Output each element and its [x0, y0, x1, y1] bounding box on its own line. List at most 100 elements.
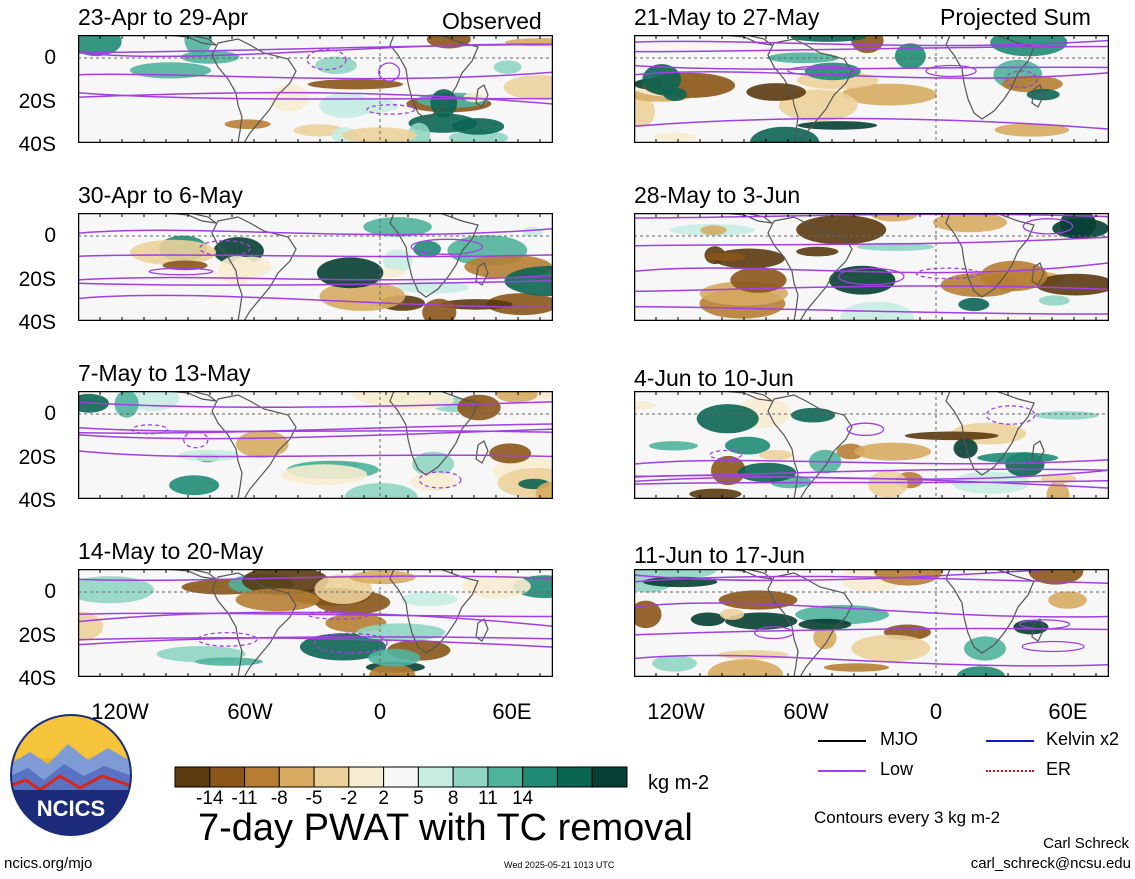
coastline	[767, 394, 853, 499]
coastline	[389, 213, 479, 298]
colorbar	[174, 766, 628, 793]
low-contour	[78, 274, 553, 281]
anomaly-region	[1035, 273, 1109, 296]
anomaly-region	[462, 574, 531, 599]
lat-label-40s: 40S	[18, 667, 56, 690]
anomaly-region	[236, 430, 289, 458]
colorbar-tick-label: -11	[231, 788, 258, 809]
anomaly-region	[293, 124, 345, 137]
lon-label-60w: 60W	[227, 699, 273, 724]
coastline	[211, 394, 297, 499]
low-contour	[634, 285, 1109, 293]
anomaly-region	[823, 663, 889, 672]
anomaly-region	[851, 634, 931, 662]
anomaly-region	[503, 75, 553, 100]
low-contour	[378, 62, 401, 82]
lat-label-20s: 20S	[18, 90, 56, 113]
colorbar-swatch	[556, 766, 593, 788]
author-email[interactable]: carl_schreck@ncsu.edu	[970, 855, 1131, 872]
low-contour	[1018, 619, 1071, 630]
logo-text: NCICS	[37, 796, 105, 821]
map-border	[634, 213, 1109, 321]
anomaly-region	[235, 588, 320, 612]
low-contour	[634, 654, 1109, 667]
anomaly-region	[307, 79, 404, 90]
low-contour	[197, 631, 258, 647]
coastline	[475, 440, 489, 464]
colorbar-tick-label: 2	[378, 788, 389, 809]
anomaly-region	[448, 130, 509, 143]
colorbar-tick-label: -8	[270, 788, 288, 809]
anomaly-region	[790, 35, 866, 42]
anomaly-region	[368, 648, 421, 667]
anomaly-region	[705, 252, 746, 262]
low-contour	[78, 450, 553, 458]
low-contour	[634, 459, 1109, 465]
anomaly-region	[78, 35, 122, 57]
anomaly-region	[229, 256, 272, 278]
legend-label-er: ER	[1046, 759, 1072, 779]
coastline	[475, 84, 489, 108]
colorbar-swatch	[522, 766, 558, 788]
low-contour	[846, 422, 885, 437]
colorbar-swatch	[417, 766, 454, 788]
low-contour	[634, 71, 1109, 79]
anomaly-region	[369, 663, 416, 677]
anomaly-region	[1052, 218, 1109, 239]
anomaly-region	[725, 612, 798, 630]
chart-title: 7-day PWAT with TC removal	[198, 807, 693, 849]
anomaly-region	[412, 451, 455, 477]
anomaly-region	[798, 618, 852, 631]
legend-label-low: Low	[880, 759, 914, 779]
low-contour	[78, 43, 553, 58]
low-contour	[410, 238, 484, 255]
low-contour	[1022, 218, 1074, 235]
anomaly-region	[690, 612, 726, 627]
anomaly-region	[652, 655, 697, 672]
anomaly-region	[648, 441, 698, 451]
map-border	[78, 569, 553, 677]
anomaly-region	[746, 83, 806, 101]
anomaly-region	[642, 64, 681, 95]
anomaly-region	[78, 576, 154, 604]
map-border	[78, 213, 553, 321]
colorbar-tick-label: 11	[478, 788, 498, 809]
low-contour	[78, 294, 553, 309]
coastline	[389, 569, 479, 654]
low-contour	[418, 471, 462, 489]
coastline	[389, 391, 479, 476]
colorbar-swatch	[313, 766, 350, 788]
anomaly-region	[319, 93, 373, 118]
low-contour	[78, 637, 553, 648]
anomaly-region	[724, 436, 771, 455]
anomaly-region	[195, 657, 263, 666]
anomaly-region	[269, 84, 309, 112]
legend-line-mjo	[818, 740, 866, 742]
low-contour	[308, 610, 369, 620]
panel-title-proj-2: 28-May to 3-Jun	[634, 182, 801, 208]
coastline	[945, 391, 1035, 476]
lon-label-60w: 60W	[783, 699, 829, 724]
colorbar-units: kg m-2	[648, 772, 710, 794]
site-link[interactable]: ncics.org/mjo	[4, 855, 93, 872]
anomaly-region	[452, 118, 505, 135]
anomaly-region	[78, 611, 104, 642]
colorbar-tick-label: 8	[447, 788, 459, 809]
legend-line-low	[818, 770, 866, 772]
anomaly-region	[894, 43, 926, 69]
anomaly-region	[634, 96, 656, 128]
colorbar-swatch	[383, 766, 419, 788]
anomaly-region	[964, 636, 1006, 661]
anomaly-region	[730, 267, 787, 293]
lon-label-0: 0	[373, 699, 387, 724]
map-projected-1	[634, 35, 1109, 143]
map-border	[78, 391, 553, 499]
anomaly-region	[813, 626, 837, 650]
colorbar-swatch	[244, 766, 280, 788]
low-contour	[634, 305, 1109, 315]
low-contour	[306, 48, 347, 71]
colorbar-tick-label: 5	[413, 788, 424, 809]
anomaly-region	[1034, 411, 1099, 420]
low-contour	[366, 104, 416, 115]
anomaly-region	[357, 623, 446, 642]
